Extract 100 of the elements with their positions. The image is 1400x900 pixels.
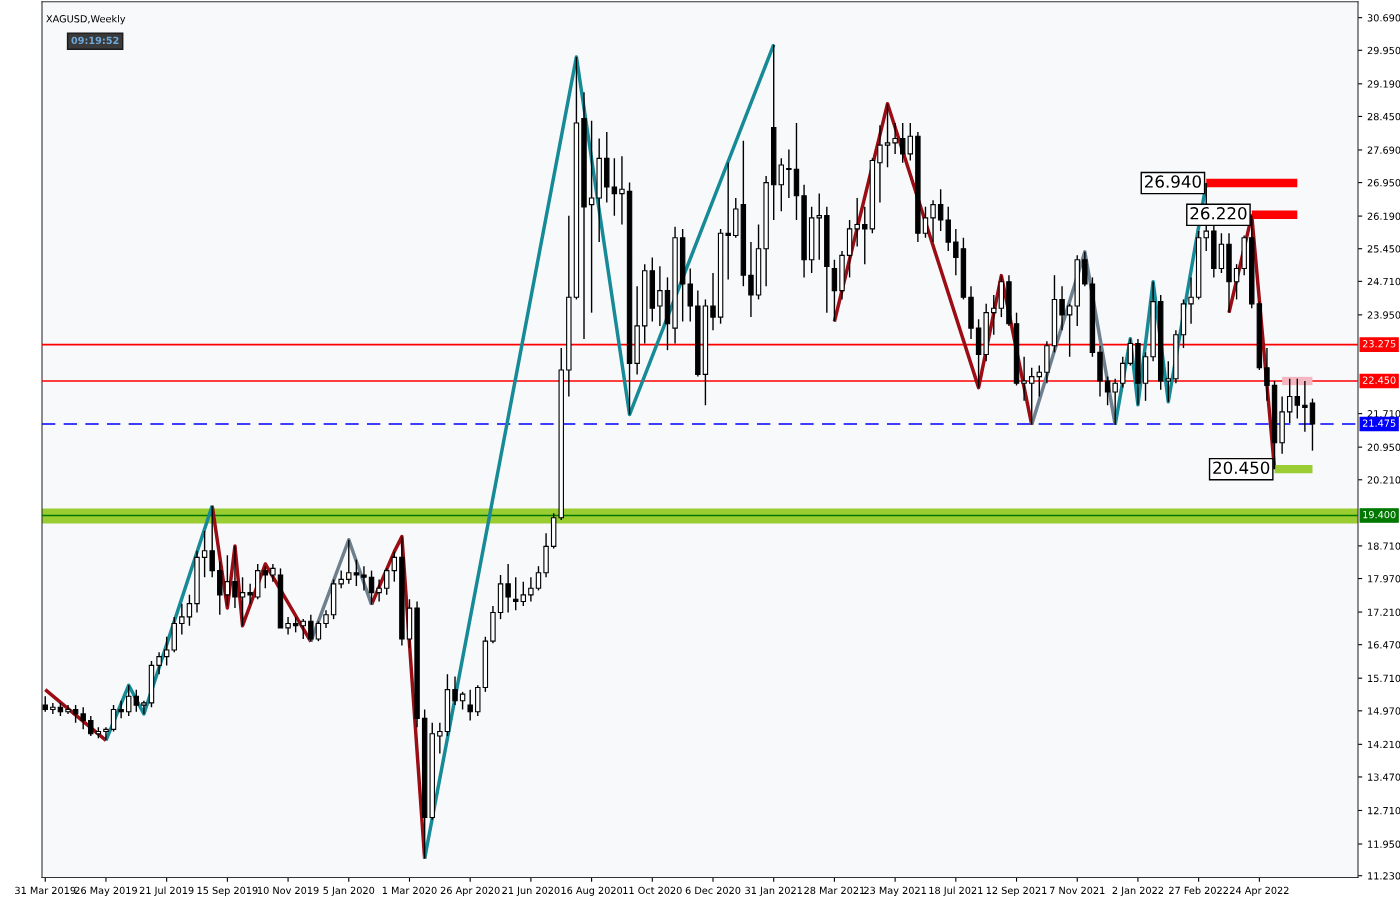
candlestick bbox=[892, 122, 898, 155]
ref-line-label: 22.450 bbox=[1362, 376, 1396, 384]
candlestick bbox=[862, 206, 868, 265]
candlestick bbox=[1112, 378, 1118, 426]
x-tick-label: 24 Apr 2022 bbox=[1230, 886, 1289, 896]
annotation: 26.220 bbox=[1190, 207, 1247, 220]
x-tick-label: 31 Jan 2021 bbox=[745, 886, 802, 896]
candlestick bbox=[877, 124, 883, 204]
text: XAGUSD,Weekly bbox=[46, 14, 126, 25]
candlestick bbox=[452, 675, 458, 706]
candlestick bbox=[156, 651, 162, 675]
candlestick bbox=[163, 636, 170, 667]
candlestick bbox=[748, 241, 754, 318]
candlestick bbox=[232, 545, 238, 609]
y-tick-label: 20.950 bbox=[1367, 443, 1400, 451]
candlestick bbox=[368, 569, 375, 606]
y-tick-label: 28.450 bbox=[1367, 112, 1400, 121]
x-tick-label: 11 Oct 2020 bbox=[623, 886, 682, 895]
candlestick bbox=[50, 702, 56, 715]
candlestick bbox=[1302, 380, 1308, 433]
candlestick bbox=[619, 155, 625, 226]
candlestick bbox=[110, 704, 117, 733]
candlestick bbox=[1120, 356, 1126, 389]
x-tick-label: 16 Aug 2020 bbox=[561, 886, 623, 896]
candlestick bbox=[315, 620, 322, 642]
candlestick bbox=[239, 576, 246, 627]
y-tick-label: 23.950 bbox=[1367, 311, 1400, 319]
candlestick bbox=[953, 228, 959, 276]
x-tick-label: 5 Jan 2020 bbox=[323, 886, 375, 896]
candlestick bbox=[209, 505, 215, 578]
candlestick bbox=[308, 614, 314, 643]
candlestick bbox=[854, 197, 860, 248]
annotation: 20.450 bbox=[1213, 461, 1270, 475]
y-tick-label: 29.950 bbox=[1367, 46, 1400, 55]
candlestick bbox=[186, 594, 193, 627]
y-tick-label: 25.450 bbox=[1367, 245, 1400, 253]
candlestick bbox=[247, 583, 253, 605]
candlestick bbox=[991, 294, 997, 336]
ref-line-label: 19.400 bbox=[1363, 510, 1396, 519]
y-tick-label: 27.690 bbox=[1367, 146, 1400, 154]
candlestick bbox=[65, 704, 71, 715]
candlestick bbox=[710, 272, 716, 331]
candlestick bbox=[786, 148, 792, 199]
x-tick-label: 18 Jul 2021 bbox=[929, 886, 983, 896]
y-tick-label: 20.210 bbox=[1367, 476, 1400, 484]
candlestick bbox=[376, 578, 382, 603]
candlestick bbox=[467, 688, 473, 722]
candlestick bbox=[1127, 337, 1134, 367]
y-tick-label: 13.470 bbox=[1368, 773, 1400, 781]
x-tick-label: 21 Jul 2019 bbox=[139, 886, 194, 896]
candlestick bbox=[1104, 375, 1111, 406]
candlestick bbox=[588, 120, 595, 314]
y-tick-label: 30.690 bbox=[1367, 14, 1400, 22]
x-tick-label: 21 Jun 2020 bbox=[502, 886, 560, 896]
candlestick bbox=[611, 157, 618, 217]
candlestick bbox=[179, 602, 185, 636]
x-tick-label: 23 May 2021 bbox=[864, 886, 926, 896]
candlestick bbox=[103, 726, 109, 742]
y-tick-label: 26.190 bbox=[1367, 212, 1400, 220]
candlestick bbox=[528, 576, 534, 603]
x-tick-label: 2 Jan 2022 bbox=[1112, 886, 1164, 896]
y-tick-label: 18.710 bbox=[1368, 542, 1400, 550]
candlestick bbox=[945, 206, 951, 252]
candlestick bbox=[80, 706, 86, 731]
candlestick bbox=[505, 563, 511, 614]
candlestick bbox=[346, 539, 352, 585]
x-tick-label: 26 May 2019 bbox=[74, 886, 137, 896]
candlestick bbox=[1066, 303, 1073, 358]
candlestick bbox=[657, 265, 663, 327]
y-tick-label: 29.190 bbox=[1367, 80, 1400, 88]
candlestick bbox=[1309, 397, 1316, 452]
y-tick-label: 17.210 bbox=[1368, 608, 1400, 616]
candlestick bbox=[922, 206, 929, 239]
candlestick bbox=[1188, 276, 1194, 325]
candlestick bbox=[1021, 356, 1027, 402]
y-tick-label: 12.710 bbox=[1368, 806, 1400, 815]
y-tick-label: 14.210 bbox=[1368, 740, 1400, 749]
y-tick-label: 17.970 bbox=[1368, 575, 1400, 583]
ref-line-label: 23.275 bbox=[1362, 340, 1396, 348]
candlestick bbox=[88, 715, 94, 737]
x-tick-label: 7 Nov 2021 bbox=[1049, 886, 1105, 895]
candlestick bbox=[118, 699, 124, 720]
x-tick-label: 6 Dec 2020 bbox=[685, 886, 741, 895]
candlestick bbox=[224, 554, 231, 607]
x-tick-label: 31 Mar 2019 bbox=[15, 886, 76, 895]
candlestick bbox=[1264, 347, 1270, 402]
annotation: 09:19:52 bbox=[71, 36, 119, 45]
ref-line-label: 21.475 bbox=[1362, 419, 1396, 427]
y-tick-label: 11.950 bbox=[1368, 840, 1400, 848]
candlestick bbox=[831, 259, 838, 323]
annotation: 26.940 bbox=[1144, 175, 1201, 188]
candlestick bbox=[884, 102, 891, 168]
candlestick bbox=[535, 565, 542, 592]
y-tick-label: 11.230 bbox=[1368, 872, 1400, 880]
candlestick bbox=[300, 618, 306, 640]
y-tick-label: 26.950 bbox=[1367, 179, 1400, 187]
candlestick bbox=[930, 199, 936, 243]
candlestick bbox=[687, 267, 693, 323]
candlestick bbox=[285, 616, 291, 636]
y-tick-label: 24.710 bbox=[1367, 277, 1400, 286]
